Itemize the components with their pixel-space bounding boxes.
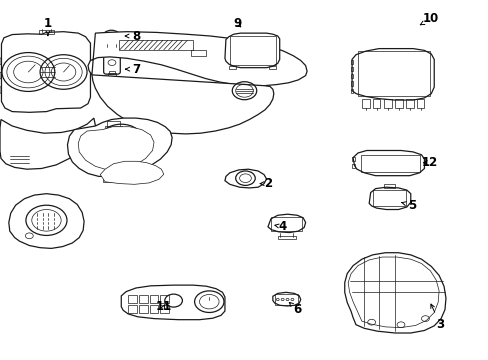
Bar [394, 99, 402, 108]
Polygon shape [88, 32, 306, 86]
Bar [350, 74, 352, 78]
Polygon shape [1, 32, 90, 112]
Bar [160, 295, 169, 303]
Bar [416, 99, 424, 108]
Polygon shape [224, 169, 266, 188]
Text: 4: 4 [274, 220, 286, 233]
Polygon shape [121, 285, 224, 320]
Bar [149, 305, 158, 313]
Text: 6: 6 [289, 302, 301, 316]
Bar [357, 51, 429, 96]
Bar [277, 236, 296, 239]
Bar [119, 40, 193, 50]
Bar [128, 295, 137, 303]
Polygon shape [9, 194, 84, 248]
Polygon shape [67, 118, 172, 176]
Bar [160, 305, 169, 313]
Bar [350, 60, 352, 64]
Bar [405, 99, 413, 108]
Text: 3: 3 [430, 304, 443, 330]
Bar [128, 305, 137, 313]
Bar [228, 66, 236, 69]
Bar [149, 295, 158, 303]
Text: 9: 9 [233, 17, 241, 30]
Bar [229, 36, 275, 65]
FancyBboxPatch shape [103, 55, 120, 74]
Bar [108, 71, 115, 74]
Bar [139, 295, 147, 303]
Bar [383, 99, 391, 108]
Bar [107, 73, 116, 76]
Bar [351, 164, 354, 168]
Bar [350, 89, 352, 93]
Bar [268, 66, 276, 69]
Polygon shape [267, 214, 305, 233]
Bar [351, 157, 354, 161]
Text: 2: 2 [260, 177, 271, 190]
Polygon shape [347, 257, 438, 328]
Polygon shape [368, 187, 410, 210]
Polygon shape [92, 75, 273, 134]
Bar [102, 177, 112, 182]
Bar [190, 50, 206, 56]
Text: 5: 5 [401, 199, 415, 212]
Bar [106, 40, 116, 44]
Text: 8: 8 [125, 30, 140, 42]
Bar [105, 126, 122, 130]
Text: 10: 10 [419, 12, 439, 25]
Polygon shape [100, 161, 163, 184]
Bar [139, 305, 147, 313]
Bar [372, 190, 405, 206]
Bar [105, 46, 117, 48]
Polygon shape [0, 118, 95, 169]
Bar [384, 184, 394, 188]
Bar [102, 172, 115, 176]
Bar [350, 67, 352, 71]
Bar [274, 294, 298, 305]
Polygon shape [344, 253, 445, 333]
Bar [106, 121, 120, 127]
Polygon shape [352, 150, 424, 176]
Bar [360, 155, 419, 172]
Polygon shape [224, 33, 279, 68]
Bar [270, 217, 302, 231]
Polygon shape [351, 49, 433, 100]
Polygon shape [78, 127, 154, 170]
Text: 11: 11 [155, 300, 172, 313]
Bar [372, 99, 380, 108]
Text: 1: 1 [44, 17, 52, 36]
Bar [350, 81, 352, 86]
Bar [361, 99, 369, 108]
Text: 12: 12 [420, 156, 437, 169]
Polygon shape [272, 292, 300, 306]
Bar [39, 30, 54, 34]
Text: 7: 7 [125, 63, 140, 76]
